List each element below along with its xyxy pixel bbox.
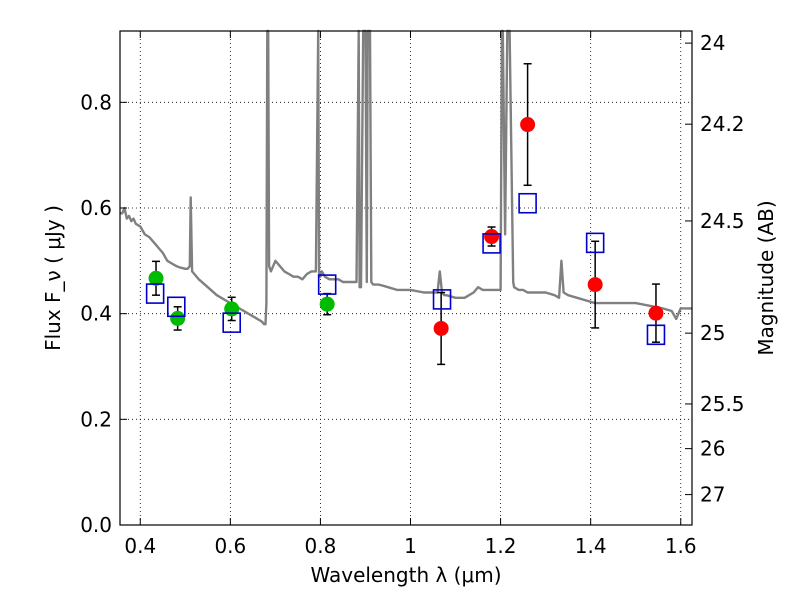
- y-axis-label: Flux F_ν ( μJy ): [41, 205, 65, 351]
- x-tick-label: 1: [404, 534, 417, 558]
- model-point-square: [585, 232, 605, 254]
- model-point-square: [166, 296, 186, 318]
- y-tick-label: 0.8: [80, 90, 112, 114]
- plot-frame: [119, 30, 693, 526]
- data-point-circle: [319, 296, 335, 312]
- y-tick-label: 0.6: [80, 196, 112, 220]
- x-tick-label: 1.2: [485, 534, 517, 558]
- data-point-circle: [224, 301, 240, 317]
- y-tick-label: 0.0: [80, 513, 112, 537]
- ticks: [120, 31, 692, 526]
- x-tick-label: 1.6: [665, 534, 697, 558]
- x-tick-label: 0.8: [305, 534, 337, 558]
- right-tick-labels: 24 24.2 24.5 25 25.5 26 27: [700, 31, 745, 506]
- data-point-circle: [648, 305, 664, 321]
- x-tick-label: 0.4: [124, 534, 156, 558]
- model-point-square: [222, 312, 241, 333]
- right-axis-label: Magnitude (AB): [754, 200, 778, 355]
- data-point-circle: [484, 229, 500, 245]
- model-point-square: [317, 274, 337, 295]
- x-tick-labels: 0.4 0.6 0.8 1 1.2 1.4 1.6: [124, 534, 696, 558]
- x-tick-label: 1.4: [575, 534, 607, 558]
- right-tick-label: 27: [700, 483, 725, 507]
- right-tick-label: 25.5: [700, 392, 745, 416]
- y-tick-label: 0.2: [80, 407, 112, 431]
- x-tick-label: 0.6: [214, 534, 246, 558]
- model-point-square: [646, 324, 666, 346]
- model-point-square: [145, 283, 165, 304]
- x-axis-label: Wavelength λ (μm): [310, 563, 501, 587]
- right-tick-label: 25: [700, 321, 725, 345]
- data-point-circle: [148, 270, 164, 286]
- y-tick-label: 0.4: [80, 302, 112, 326]
- data-point-circle: [520, 117, 536, 133]
- right-tick-label: 24.2: [700, 112, 745, 136]
- data-points: [145, 117, 666, 346]
- plot-background: [120, 31, 692, 525]
- model-point-square: [518, 192, 537, 214]
- model-point-square: [432, 289, 452, 310]
- spectrum-line: [120, 29, 692, 326]
- data-point-circle: [587, 277, 603, 293]
- model-spectrum: [120, 29, 692, 326]
- right-tick-label: 24: [700, 31, 725, 55]
- data-point-circle: [170, 310, 186, 326]
- data-point-circle: [433, 320, 449, 336]
- model-point-square: [482, 233, 501, 254]
- right-tick-label: 24.5: [700, 209, 745, 233]
- right-tick-label: 26: [700, 437, 725, 461]
- y-tick-labels: 0.0 0.2 0.4 0.6 0.8: [80, 90, 112, 537]
